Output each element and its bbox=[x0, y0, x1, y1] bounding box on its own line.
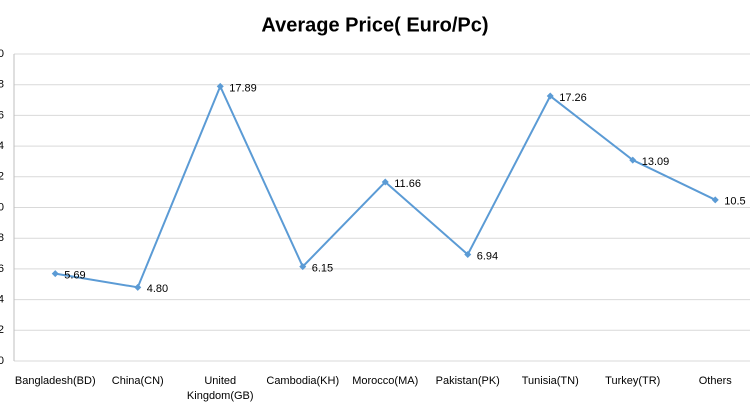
data-label: 13.09 bbox=[642, 156, 670, 168]
chart-title: Average Price( Euro/Pc) bbox=[261, 14, 488, 36]
y-tick-label: 8 bbox=[0, 232, 4, 244]
data-label: 6.94 bbox=[477, 250, 498, 262]
y-tick-label: 12 bbox=[0, 171, 4, 183]
data-label: 17.26 bbox=[559, 92, 587, 104]
x-tick-label: Others bbox=[698, 375, 732, 387]
data-label: 10.5 bbox=[724, 196, 745, 208]
y-tick-label: 10 bbox=[0, 201, 4, 213]
data-label: 17.89 bbox=[229, 82, 257, 94]
y-tick-label: 18 bbox=[0, 79, 4, 91]
y-tick-label: 20 bbox=[0, 48, 4, 60]
marker bbox=[464, 250, 472, 258]
data-label: 5.69 bbox=[64, 270, 85, 282]
data-label: 11.66 bbox=[394, 178, 421, 190]
y-tick-label: 16 bbox=[0, 109, 4, 121]
x-tick-label: Bangladesh(BD) bbox=[14, 375, 96, 387]
marker bbox=[711, 196, 719, 204]
x-tick-label: Turkey(TR) bbox=[605, 375, 661, 387]
x-tick-label: China(CN) bbox=[111, 375, 164, 387]
y-tick-label: 14 bbox=[0, 140, 4, 152]
data-label: 6.15 bbox=[312, 263, 333, 275]
x-tick-label: Morocco(MA) bbox=[352, 375, 419, 387]
x-tick-label: Pakistan(PK) bbox=[435, 375, 500, 387]
line bbox=[55, 83, 716, 289]
marker bbox=[546, 92, 554, 100]
marker bbox=[381, 178, 389, 186]
y-tick-label: 4 bbox=[0, 294, 4, 306]
y-tick-label: 2 bbox=[0, 324, 4, 336]
x-tick-label: United Kingdom(GB) bbox=[186, 375, 254, 402]
marker bbox=[216, 82, 224, 90]
y-tick-label: 6 bbox=[0, 263, 4, 275]
marker bbox=[51, 270, 59, 278]
marker bbox=[629, 156, 637, 164]
marker bbox=[299, 263, 307, 271]
y-tick-label: 0 bbox=[0, 355, 4, 367]
x-tick-label: Cambodia(KH) bbox=[266, 375, 340, 387]
marker bbox=[134, 283, 142, 291]
x-tick-label: Tunisia(TN) bbox=[521, 375, 579, 387]
data-label: 4.80 bbox=[147, 283, 168, 295]
